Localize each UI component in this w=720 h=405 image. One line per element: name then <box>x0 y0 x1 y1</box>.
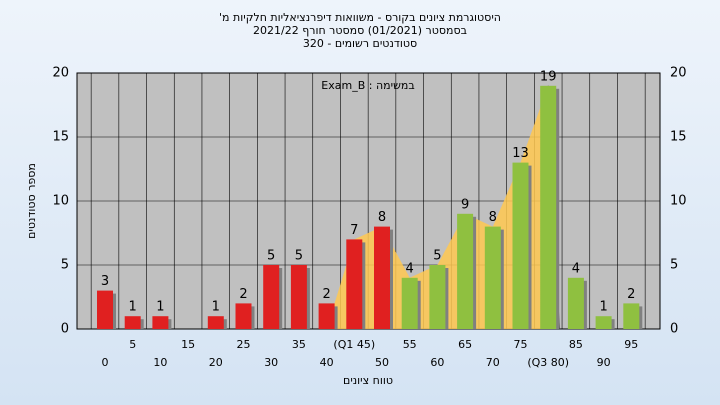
bar <box>290 265 307 329</box>
value-label: 9 <box>461 197 469 212</box>
x-tick-label: 50 <box>375 356 389 369</box>
value-label: 1 <box>212 300 220 315</box>
x-tick-label: (Q3 80) <box>527 356 569 369</box>
x-tick-label: 40 <box>320 356 334 369</box>
x-tick-label: 95 <box>624 338 638 351</box>
value-label: 13 <box>512 146 529 161</box>
value-label: 1 <box>156 300 164 315</box>
y2-tick-label: 0 <box>670 322 678 337</box>
x-tick-label: 20 <box>209 356 223 369</box>
value-label: 3 <box>101 274 109 289</box>
bar <box>318 303 335 329</box>
bar <box>263 265 280 329</box>
bar <box>623 303 640 329</box>
x-tick-label: 0 <box>102 356 109 369</box>
bar <box>457 213 474 329</box>
value-label: 1 <box>129 300 137 315</box>
value-label: 8 <box>378 210 386 225</box>
chart-subtitle: בסמסטר (01/2021) סמסטר חורף 2021/22 <box>253 24 467 37</box>
bar <box>429 265 446 329</box>
y-tick-label: 10 <box>52 194 69 209</box>
value-label: 5 <box>267 249 275 264</box>
x-tick-label: 5 <box>129 338 136 351</box>
bar <box>124 316 141 329</box>
y-tick-label: 5 <box>61 258 69 273</box>
value-label: 1 <box>599 300 607 315</box>
x-tick-label: 90 <box>597 356 611 369</box>
y2-tick-label: 15 <box>670 130 687 145</box>
value-label: 5 <box>433 249 441 264</box>
y-axis-label: מספר סטודנטים <box>25 163 38 239</box>
x-axis-label: טווח ציונים <box>343 374 393 387</box>
value-label: 8 <box>489 210 497 225</box>
bar <box>152 316 169 329</box>
value-label: 19 <box>540 69 557 84</box>
value-label: 2 <box>627 287 635 302</box>
y-tick-label: 0 <box>61 322 69 337</box>
y2-tick-label: 5 <box>670 258 678 273</box>
x-tick-label: 60 <box>430 356 444 369</box>
bar <box>346 239 363 329</box>
bar <box>374 226 390 329</box>
chart-title: היסטוגרמת ציונים בקורס - משוואות דיפרנצי… <box>219 11 501 24</box>
x-tick-label: 85 <box>569 338 583 351</box>
x-tick-label: 70 <box>486 356 500 369</box>
y2-tick-label: 10 <box>670 194 687 209</box>
x-tick-label: (Q1 45) <box>333 338 375 351</box>
chart-subtitle: סטודנטים רשומים - 320 <box>303 37 417 50</box>
x-tick-label: 35 <box>292 338 306 351</box>
value-label: 2 <box>322 287 330 302</box>
bar <box>540 85 557 329</box>
bar <box>595 316 612 329</box>
value-label: 4 <box>406 261 414 276</box>
x-tick-label: 10 <box>153 356 167 369</box>
x-tick-label: 65 <box>458 338 472 351</box>
y-tick-label: 15 <box>52 130 69 145</box>
bar <box>207 316 224 329</box>
bar <box>401 277 418 329</box>
value-label: 2 <box>239 287 247 302</box>
bar <box>567 277 584 329</box>
y2-tick-label: 20 <box>670 66 687 81</box>
x-tick-label: 30 <box>264 356 278 369</box>
x-tick-label: 75 <box>514 338 528 351</box>
bar <box>97 290 113 329</box>
x-tick-label: 15 <box>181 338 195 351</box>
x-tick-label: 55 <box>403 338 417 351</box>
y-tick-label: 20 <box>52 66 69 81</box>
bar <box>235 303 252 329</box>
value-label: 7 <box>350 223 358 238</box>
value-label: 4 <box>572 261 580 276</box>
value-label: 5 <box>295 249 303 264</box>
bar <box>512 162 529 329</box>
x-tick-label: 25 <box>237 338 251 351</box>
bar <box>484 226 501 329</box>
